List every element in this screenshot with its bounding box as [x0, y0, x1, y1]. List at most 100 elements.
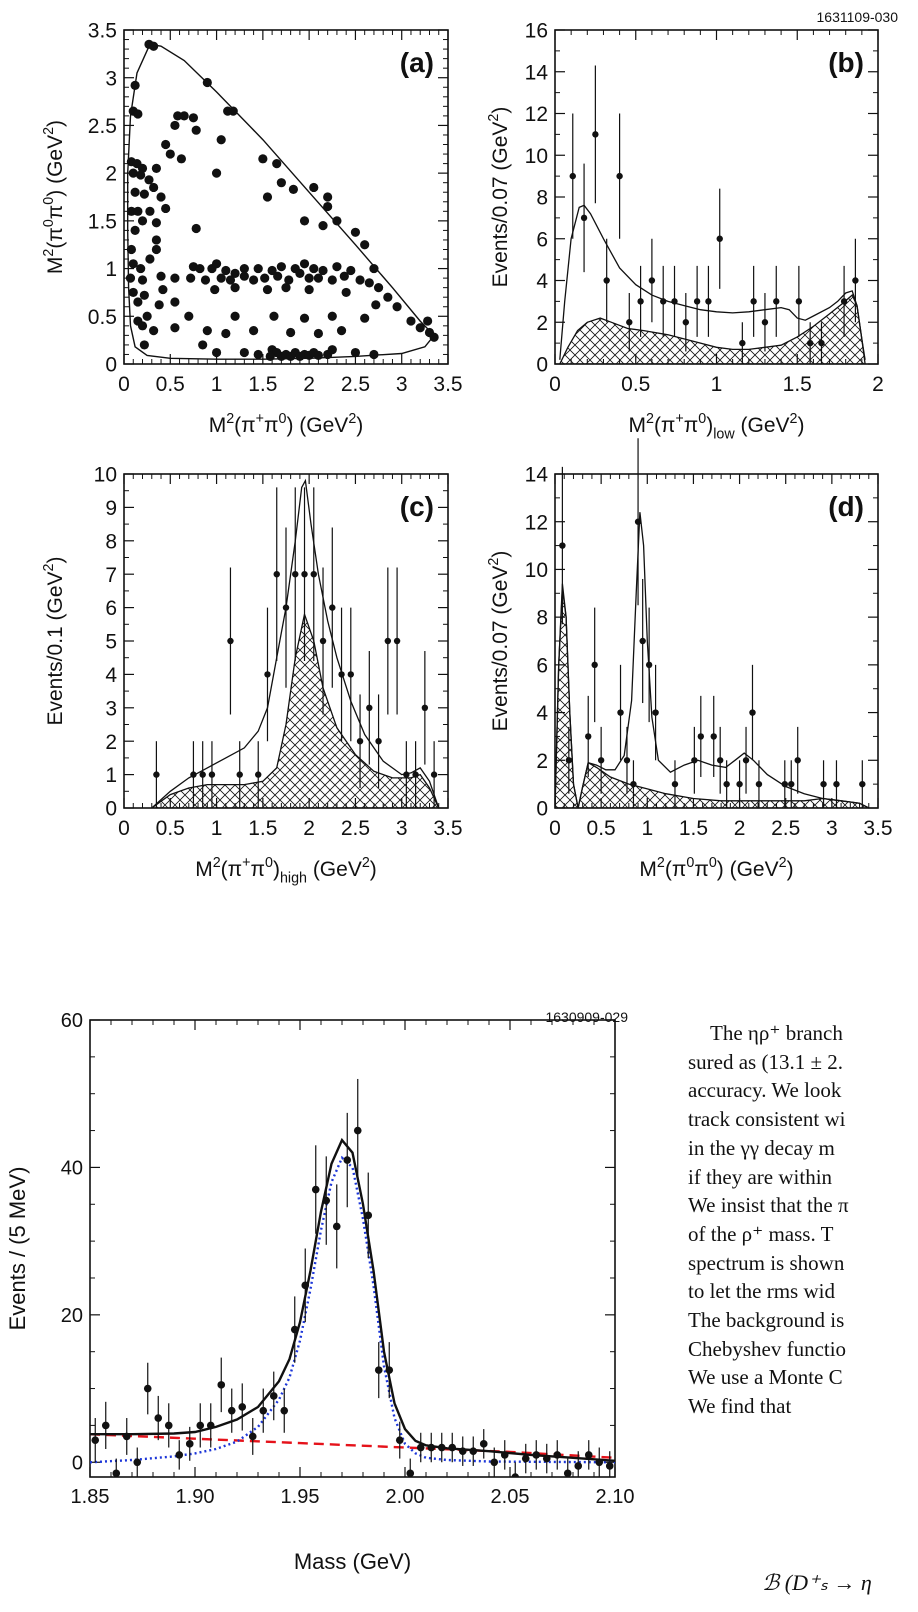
data-point	[290, 1325, 299, 1334]
label-part: (π	[654, 414, 675, 437]
x-tick-label: 0.5	[156, 373, 185, 396]
text-line: spectrum is shown	[688, 1250, 845, 1275]
data-point	[574, 1462, 583, 1470]
data-point	[755, 780, 763, 788]
data-point	[179, 111, 189, 121]
x-tick-label: 1.5	[679, 817, 708, 840]
data-point	[269, 311, 279, 321]
data-point	[130, 187, 140, 197]
data-point	[710, 733, 717, 740]
data-point	[276, 178, 286, 188]
text-line: accuracy. We look	[688, 1078, 842, 1103]
x-tick-label: 1.90	[176, 1486, 215, 1508]
data-point	[142, 311, 152, 321]
data-point	[616, 172, 623, 180]
data-point	[239, 271, 249, 281]
data-point	[267, 265, 277, 276]
data-point	[383, 292, 393, 302]
data-point	[626, 319, 633, 326]
y-tick-label: 10	[525, 559, 548, 582]
data-point	[580, 214, 588, 222]
data-point	[623, 757, 631, 764]
x-tick-label: 2.5	[341, 373, 370, 396]
plot-frame	[554, 473, 879, 809]
plot-area	[90, 1078, 615, 1477]
signal-fit-curve	[90, 1155, 615, 1464]
data-point	[415, 323, 425, 333]
data-point	[191, 125, 201, 135]
y-axis-label: Events/0.07 (GeV2)	[486, 551, 512, 732]
data-point	[469, 1447, 478, 1456]
data-point	[716, 757, 724, 764]
y-tick-label: 4	[536, 702, 548, 725]
panel-label: (a)	[400, 47, 434, 78]
x-tick-label: 1	[711, 373, 723, 396]
data-point	[634, 518, 642, 525]
label-part: )	[798, 414, 805, 437]
label-part: π	[44, 205, 67, 220]
data-point	[323, 201, 333, 212]
text-line: We find that	[688, 1394, 792, 1419]
y-tick-label: 10	[525, 145, 548, 168]
data-point	[161, 139, 171, 150]
data-point	[742, 757, 750, 764]
data-point	[542, 1454, 551, 1463]
y-tick-label: 2	[536, 750, 548, 773]
data-point	[249, 326, 259, 336]
label-part: (π	[221, 858, 242, 881]
data-point	[318, 221, 328, 231]
data-point	[264, 671, 271, 678]
data-point	[101, 1421, 110, 1430]
data-point	[360, 313, 370, 323]
data-point	[253, 349, 263, 360]
data-point	[794, 757, 801, 764]
data-point	[128, 168, 138, 178]
data-point	[137, 275, 148, 285]
y-tick-label: 0	[536, 798, 548, 821]
data-point	[761, 319, 769, 326]
text-line: The background is	[688, 1308, 845, 1333]
data-point	[820, 780, 827, 788]
y-tick-label: 4	[105, 664, 117, 687]
data-point	[239, 263, 249, 274]
label-part: 2	[41, 563, 57, 571]
label-part: (GeV	[735, 414, 790, 437]
data-point	[228, 106, 238, 116]
data-point	[429, 332, 439, 342]
y-tick-label: 12	[525, 103, 548, 126]
data-point	[406, 316, 416, 326]
label-part: (π	[665, 858, 686, 881]
data-point	[184, 311, 194, 321]
x-tick-label: 2.10	[596, 1486, 635, 1508]
data-point	[565, 757, 573, 764]
data-point	[227, 637, 234, 645]
data-point	[384, 637, 392, 645]
panel-label: (d)	[828, 491, 864, 522]
data-point	[532, 1451, 541, 1459]
data-point	[301, 1281, 310, 1290]
data-point	[339, 271, 349, 281]
background-fit-curve	[90, 1433, 615, 1459]
label-part: Mass (GeV)	[294, 1549, 411, 1574]
data-point	[617, 709, 624, 716]
data-point	[479, 1440, 488, 1448]
data-point	[652, 709, 659, 716]
y-tick-label: 8	[536, 187, 548, 210]
background-fit-hatched	[555, 588, 870, 808]
data-point	[375, 738, 382, 745]
x-axis-label: Mass (GeV)	[294, 1549, 411, 1574]
data-point	[249, 275, 259, 285]
label-part: 0	[41, 197, 57, 205]
data-point	[705, 298, 712, 305]
data-point	[259, 1406, 268, 1415]
label-part: ) (GeV	[717, 858, 779, 881]
data-point	[195, 263, 205, 274]
data-point	[323, 192, 333, 202]
data-point	[299, 216, 310, 226]
data-point	[262, 192, 273, 202]
data-point	[230, 311, 240, 321]
data-point	[412, 771, 419, 778]
data-point	[143, 1384, 152, 1393]
data-point	[126, 206, 137, 216]
